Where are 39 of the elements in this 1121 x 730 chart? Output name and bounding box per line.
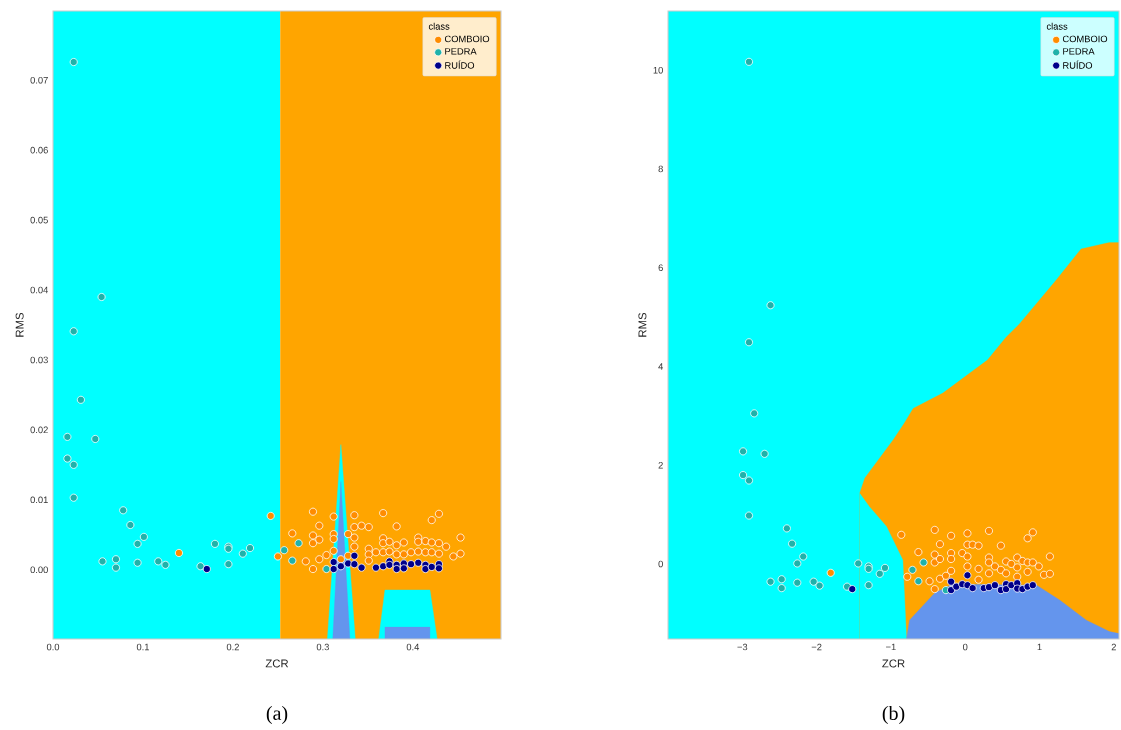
y-tick-label: 4 — [658, 363, 664, 370]
x-tick-label: −3 — [737, 643, 748, 651]
text: (a) — [266, 705, 288, 725]
y-tick-label: 0.01 — [30, 496, 48, 504]
y-tick-label: 0.04 — [30, 286, 49, 294]
y-tick-label: 2 — [658, 461, 663, 469]
legend-label: COMBOIO — [1062, 35, 1108, 43]
y-axis-title: RMS — [15, 312, 24, 337]
x-tick-label: 0.4 — [406, 643, 420, 651]
x-tick-label: 0.1 — [136, 643, 149, 651]
x-tick-label: 0.2 — [226, 643, 239, 651]
x-axis-title: ZCR — [265, 659, 289, 668]
x-tick-label: 0.0 — [46, 643, 60, 651]
y-tick-label: 0.07 — [30, 76, 48, 84]
legend-title: class — [428, 22, 450, 30]
y-tick-label: 0.05 — [30, 216, 48, 224]
y-tick-label: 0 — [658, 560, 663, 568]
y-tick-label: 6 — [658, 264, 663, 272]
x-tick-label: −2 — [811, 643, 822, 651]
y-axis-title: RMS — [638, 312, 647, 337]
y-tick-label: 0.02 — [30, 426, 48, 434]
x-tick-label: 0.3 — [316, 643, 329, 651]
y-tick-label: 0.00 — [30, 566, 48, 574]
legend-label: RUÍDO — [445, 60, 475, 69]
y-tick-label: 0.06 — [30, 146, 48, 154]
legend-label: COMBOIO — [444, 35, 490, 43]
text: (b) — [882, 705, 905, 725]
legend-label: RUÍDO — [1063, 60, 1093, 69]
x-tick-label: −1 — [886, 643, 896, 651]
legend-label: PEDRA — [445, 48, 477, 55]
x-tick-label: 2 — [1111, 643, 1116, 651]
y-tick-label: 8 — [658, 165, 663, 173]
x-axis-title: ZCR — [882, 659, 905, 668]
y-tick-label: 0.03 — [30, 356, 48, 364]
y-tick-label: 10 — [653, 66, 663, 74]
x-tick-label: 0 — [962, 643, 968, 651]
x-tick-label: 1 — [1037, 643, 1042, 651]
legend-title: class — [1046, 22, 1068, 30]
legend-label: PEDRA — [1063, 48, 1095, 55]
